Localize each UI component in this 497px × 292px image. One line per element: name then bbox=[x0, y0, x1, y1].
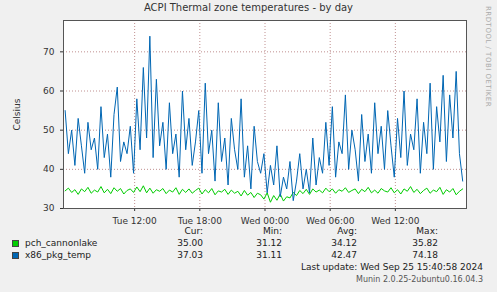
svg-text:Celsius: Celsius bbox=[12, 98, 22, 130]
svg-text:50: 50 bbox=[43, 125, 55, 135]
html-text:37.03: 37.03 bbox=[177, 250, 203, 260]
svg-text:70: 70 bbox=[43, 47, 55, 57]
html-text:Last update: Wed Sep 25 15:40:: Last update: Wed Sep 25 15:40:58 2024 bbox=[301, 262, 483, 272]
svg-text:Wed 06:00: Wed 06:00 bbox=[306, 216, 355, 224]
svg-text:40: 40 bbox=[43, 164, 55, 174]
svg-text:Wed 12:00: Wed 12:00 bbox=[371, 216, 420, 224]
html-text:pch_cannonlake: pch_cannonlake bbox=[25, 238, 98, 248]
html-text:Cur:: Cur: bbox=[184, 226, 203, 236]
html-text:x86_pkg_temp: x86_pkg_temp bbox=[25, 250, 91, 260]
html-text:31.12: 31.12 bbox=[256, 238, 282, 248]
html-text:31.11: 31.11 bbox=[256, 250, 282, 260]
html-text:Munin 2.0.25-2ubuntu0.16.04.3: Munin 2.0.25-2ubuntu0.16.04.3 bbox=[356, 275, 483, 284]
svg-text:60: 60 bbox=[43, 86, 55, 96]
html-text:74.18: 74.18 bbox=[412, 250, 438, 260]
html-text:35.00: 35.00 bbox=[177, 238, 203, 248]
html-text:35.82: 35.82 bbox=[412, 238, 438, 248]
svg-text:Tue 12:00: Tue 12:00 bbox=[112, 216, 157, 224]
html-text:Avg:: Avg: bbox=[337, 226, 357, 236]
svg-text:Tue 18:00: Tue 18:00 bbox=[177, 216, 222, 224]
html-text:RRDTOOL / TOBI OETIKER: RRDTOOL / TOBI OETIKER bbox=[484, 6, 492, 108]
svg-text:30: 30 bbox=[43, 203, 55, 213]
html-text:Max:: Max: bbox=[416, 226, 438, 236]
svg-text:Wed 00:00: Wed 00:00 bbox=[241, 216, 290, 224]
html-text:34.12: 34.12 bbox=[331, 238, 357, 248]
html-text:ACPI Thermal zone temperatures: ACPI Thermal zone temperatures - by day bbox=[144, 2, 353, 13]
html-text:Min:: Min: bbox=[263, 226, 282, 236]
html-text:42.47: 42.47 bbox=[331, 250, 357, 260]
